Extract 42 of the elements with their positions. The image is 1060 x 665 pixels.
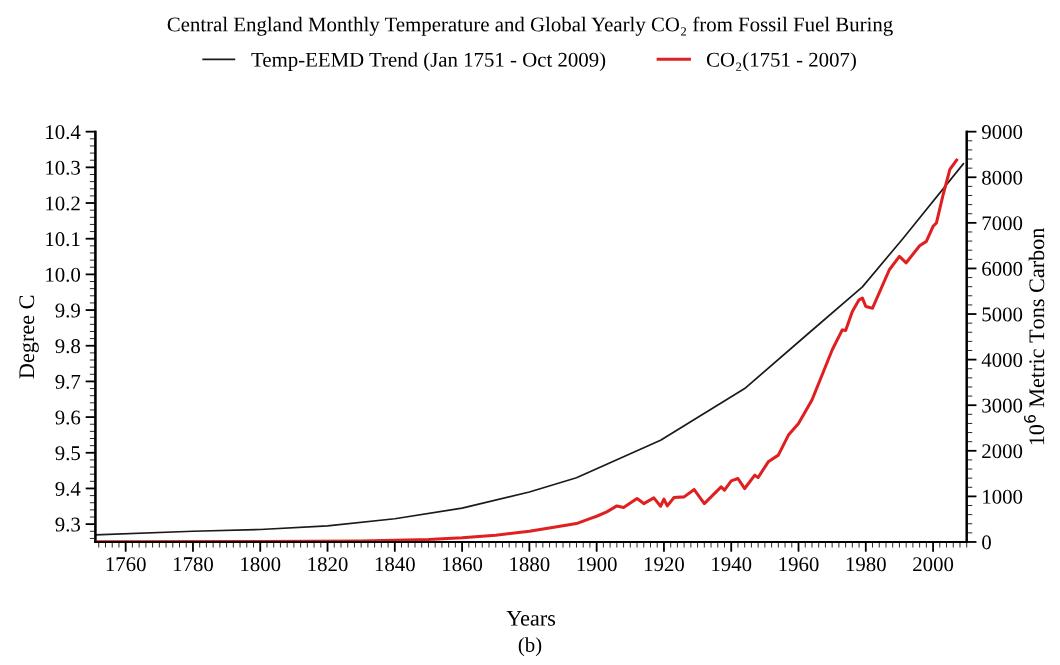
x-tick-label: 1780	[173, 557, 213, 572]
y2-tick-label: 2000	[982, 444, 1023, 459]
y2-tick-label: 8000	[982, 170, 1023, 185]
y-tick-label: 9.7	[55, 374, 81, 389]
y2-tick-label: 5000	[982, 307, 1023, 322]
y2-tick-label: 1000	[983, 489, 1023, 504]
text: (b)	[518, 637, 542, 657]
y-tick-label: 10.2	[46, 196, 80, 211]
chart-title: Central England Monthly Temperature and Global Yearly CO₂ from Fossil Fuel Buring	[167, 16, 893, 36]
y2-tick-label: 0	[982, 535, 991, 550]
y-tick-label: 9.8	[55, 339, 81, 354]
y-tick-label: 9.5	[55, 446, 80, 461]
x-tick-label: 1820	[308, 557, 348, 572]
y-tick-label: 10.0	[46, 267, 81, 282]
x-tick-label: 1920	[644, 557, 684, 572]
y-tick-label: 9.4	[55, 481, 81, 496]
x-tick-label: 1880	[510, 557, 550, 572]
y-axis-title: Degree C	[19, 295, 39, 379]
y2-tick-label: 7000	[982, 216, 1023, 231]
y2-axis-title: 10$^{6}$ Metric Tons Carbon	[1024, 227, 1045, 445]
legend-label: CO₂(1751 - 2007)	[706, 52, 856, 72]
x-tick-label: 1800	[241, 557, 281, 572]
y-tick-label: 9.3	[55, 517, 80, 532]
y-tick-label: 10.1	[46, 232, 80, 247]
y2-tick-label: 3000	[982, 398, 1023, 413]
y2-tick-label: 9000	[981, 125, 1023, 140]
x-tick-label: 1760	[106, 557, 146, 572]
y-tick-label: 9.9	[55, 303, 80, 318]
x-tick-label: 1940	[712, 557, 752, 572]
y-tick-label: 10.3	[46, 160, 80, 175]
y2-tick-label: 6000	[982, 261, 1023, 276]
legend-label: Temp-EEMD Trend (Jan 1751 - Oct 2009)	[251, 52, 606, 72]
x-tick-label: 1900	[577, 557, 617, 572]
x-tick-label: 2000	[913, 557, 954, 572]
y-tick-label: 9.6	[55, 410, 81, 425]
x-tick-label: 1860	[443, 557, 483, 572]
x-tick-label: 1840	[375, 557, 415, 572]
y-tick-label: 10.4	[46, 125, 81, 140]
x-tick-label: 1960	[779, 557, 819, 572]
y2-tick-label: 4000	[981, 352, 1023, 368]
x-axis-title: Years	[506, 611, 556, 626]
x-tick-label: 1980	[846, 557, 886, 572]
